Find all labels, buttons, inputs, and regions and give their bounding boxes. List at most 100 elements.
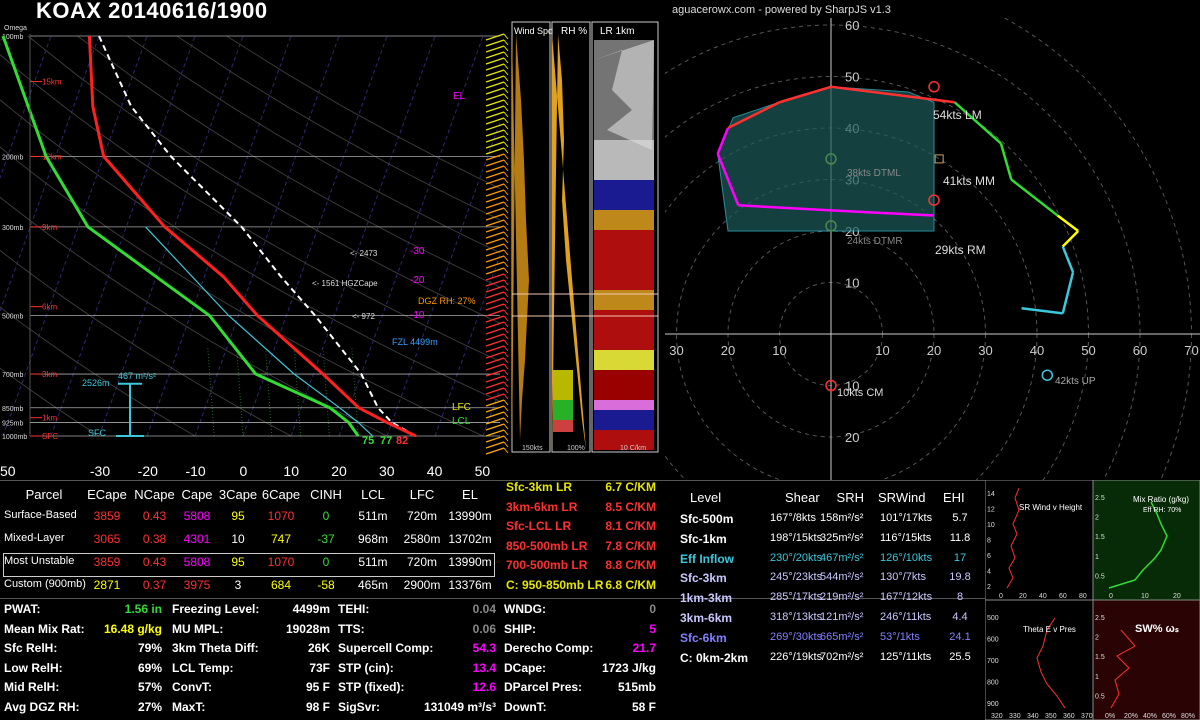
- parcel-c6: 1070: [267, 509, 295, 523]
- x-tick-left: 50: [0, 463, 16, 479]
- srw-y-tick: 6: [987, 553, 991, 560]
- mix-y-tick: 1: [1095, 554, 1099, 561]
- parcel-el: 13702m: [448, 532, 492, 546]
- wind-spd-fill: [512, 34, 529, 452]
- lapse-rate-label: 850-500mb LR: [506, 538, 588, 553]
- stat-label: SigSvr:: [338, 700, 381, 714]
- wind-spd-title: Wind Spd: [514, 26, 553, 36]
- pressure-tick: 925mb: [2, 420, 24, 427]
- dewpoint-trace: [1, 35, 360, 437]
- parcel-ncape: 0.43: [142, 509, 167, 523]
- theta-x-tick: 360: [1063, 713, 1075, 720]
- stat-value: 0: [649, 602, 656, 616]
- lapse-rate-row: 3km-6km LR 8.5 C/KM: [503, 500, 658, 520]
- stat-value: 73F: [309, 660, 330, 675]
- height-tick: 3km: [42, 370, 57, 379]
- stat-row: ConvT: 95 F: [168, 680, 330, 699]
- stat-value: 98 F: [305, 700, 330, 714]
- stat-label: Mid RelH:: [4, 680, 60, 695]
- sw-x-tick: 20%: [1124, 713, 1138, 720]
- kin-ehi: 8: [956, 591, 964, 604]
- kin-ehi: 24.1: [949, 630, 971, 643]
- height-tick: 1km: [42, 414, 57, 423]
- lapse-rate-row: Sfc-3km LR 6.7 C/KM: [503, 480, 658, 500]
- parcel-cinh: -58: [317, 578, 335, 592]
- theta-x-tick: 370: [1081, 713, 1093, 720]
- hodo-segment: [1061, 230, 1080, 248]
- side-panels: Wind Spd RH % LR 1km 150kts 100% 10 C/km: [485, 21, 659, 455]
- srw-y-tick: 2: [987, 584, 991, 591]
- skewt-x-axis: 50 -30 -20 -10 0 10 20 30 40 50: [0, 463, 490, 479]
- lr-band: [594, 310, 654, 350]
- srw-y-tick: 12: [987, 507, 995, 514]
- parcel-ecape: 3065: [93, 532, 121, 546]
- hodo-segment: [738, 204, 832, 212]
- theta-x-tick: 340: [1027, 713, 1039, 720]
- cape-2473: <- 2473: [350, 249, 378, 258]
- hodo-segment: [716, 127, 730, 155]
- kin-srh: 544m²/s²: [820, 571, 864, 584]
- kin-srwind: 126°/10kts: [880, 551, 933, 564]
- kin-srwind: 246°/11kts: [880, 611, 932, 623]
- stat-label: Mean Mix Rat:: [4, 621, 85, 636]
- parcel-header: Parcel ECape NCape Cape 3Cape 6Cape CINH…: [25, 487, 478, 502]
- stat-value: 1.56 in: [124, 602, 162, 616]
- parcel-c6: 1070: [267, 555, 295, 569]
- sw-x-tick: 80%: [1181, 713, 1195, 720]
- theta-y-tick: 900: [987, 701, 999, 708]
- lapse-rate-row: 700-500mb LR 8.8 C/KM: [503, 558, 658, 578]
- kin-ehi: 25.5: [949, 650, 971, 663]
- lapse-rate-value: 7.8 C/KM: [605, 538, 656, 553]
- parcel-lcl: 465m: [357, 578, 389, 592]
- stat-row: SigSvr: 131049 m³/s³: [334, 700, 496, 719]
- most-unstable-highlight: [3, 553, 495, 577]
- pressure-tick: 200mb: [2, 154, 24, 161]
- kinematics-row: C: 0km-2km 226°/19kts 702m²/s² 125°/11kts 25…: [680, 650, 980, 671]
- srw-y-tick: 14: [987, 491, 995, 498]
- parcel-el: 13376m: [448, 578, 492, 592]
- eff-sfc-label: SFC: [88, 428, 107, 438]
- stat-value: 16.48 g/kg: [103, 621, 162, 636]
- stat-value: 1723 J/kg: [601, 660, 656, 675]
- lapse-rate-value: 8.1 C/KM: [605, 519, 656, 533]
- theta-y-tick: 500: [987, 615, 999, 622]
- stat-label: Avg DGZ RH:: [4, 700, 80, 714]
- kin-srh: 665m²/s²: [820, 630, 864, 643]
- sfc-t2: 77: [380, 435, 392, 447]
- srw-x-tick: 0: [999, 593, 1003, 600]
- srw-y-tick: 10: [987, 522, 995, 529]
- pressure-tick: 1000mb: [2, 434, 27, 441]
- height-tick: 9km: [42, 223, 57, 232]
- stat-value: 58 F: [631, 700, 656, 714]
- parcel-cape: 3975: [183, 578, 211, 592]
- height-tick: 6km: [42, 303, 57, 312]
- kin-shear: 167°/8kts: [770, 512, 816, 524]
- parcel-cinh: -37: [317, 532, 335, 546]
- sw-y-tick: 2: [1095, 635, 1099, 642]
- sw-trace: [1110, 629, 1136, 709]
- kin-ehi: 5.7: [952, 512, 968, 524]
- hodo-segment: [1010, 178, 1059, 217]
- stat-label: STP (fixed):: [338, 680, 405, 695]
- skewt-chart: 100mb 200mb 300mb 500mb 700mb 850mb 925mb 1000m…: [0, 20, 500, 460]
- parcel-row: Most Unstable 3859 0.43 5808 95 1070 0 511m 720m…: [0, 552, 500, 574]
- mix-title: Mix Ratio (g/kg): [1133, 495, 1189, 504]
- stat-value: 27%: [137, 700, 162, 714]
- parcel-el: 13990m: [448, 555, 492, 569]
- sw-y-tick: 0.5: [1095, 693, 1105, 700]
- kinematics-row: Eff Inflow 230°/20kts 467m²/s² 126°/10kts 17: [680, 551, 980, 572]
- kin-shear: 318°/13kts: [770, 611, 823, 623]
- parcel-name: Mixed-Layer: [4, 532, 65, 544]
- stat-label: ConvT:: [172, 680, 212, 695]
- stat-row: Avg DGZ RH: 27%: [0, 700, 162, 719]
- stat-label: Freezing Level:: [172, 602, 260, 616]
- theta-title: Theta E v Pres: [1023, 625, 1076, 634]
- parcel-lfc: 2580m: [403, 532, 441, 546]
- sw-x-tick: 40%: [1143, 713, 1157, 720]
- stat-label: DownT:: [504, 700, 547, 714]
- kinematics-row: Sfc-500m 167°/8kts 158m²/s² 101°/17kts 5.7: [680, 512, 980, 532]
- kin-srh: 121m²/s²: [820, 611, 864, 623]
- theta-x-tick: 350: [1045, 713, 1057, 720]
- kin-level: C: 0km-2km: [680, 650, 749, 665]
- parcel-cape: 4301: [183, 532, 211, 546]
